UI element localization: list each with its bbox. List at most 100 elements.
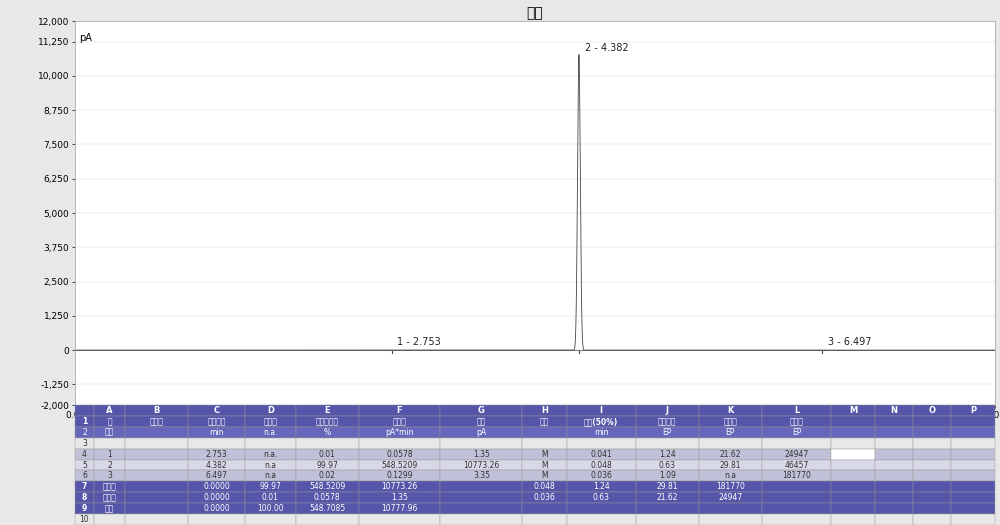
Text: EP: EP bbox=[792, 428, 801, 437]
Bar bbox=[831, 492, 875, 503]
Text: 保留时间: 保留时间 bbox=[208, 417, 226, 426]
Bar bbox=[440, 514, 522, 525]
Text: 1 - 2.753: 1 - 2.753 bbox=[397, 337, 441, 347]
Text: 0.0578: 0.0578 bbox=[314, 493, 340, 502]
Bar bbox=[875, 416, 913, 427]
Text: 峰宽(50%): 峰宽(50%) bbox=[584, 417, 618, 426]
Bar bbox=[125, 503, 188, 514]
Bar bbox=[94, 503, 125, 514]
Bar bbox=[831, 470, 875, 481]
Text: 1.35: 1.35 bbox=[391, 493, 408, 502]
Text: 不对称度: 不对称度 bbox=[658, 417, 677, 426]
Bar bbox=[699, 449, 762, 459]
Text: n.a: n.a bbox=[724, 471, 736, 480]
Text: 548.7085: 548.7085 bbox=[309, 504, 345, 513]
Bar bbox=[522, 492, 567, 503]
Text: 塔板数: 塔板数 bbox=[790, 417, 803, 426]
Bar bbox=[762, 470, 831, 481]
Text: 相对峰面积: 相对峰面积 bbox=[315, 417, 339, 426]
Text: 29.81: 29.81 bbox=[657, 482, 678, 491]
Text: 10: 10 bbox=[80, 515, 89, 524]
Bar bbox=[951, 449, 995, 459]
Text: P: P bbox=[970, 406, 976, 415]
Text: 峰: 峰 bbox=[107, 417, 112, 426]
Bar bbox=[296, 438, 359, 449]
Bar bbox=[125, 481, 188, 492]
Bar bbox=[762, 503, 831, 514]
Bar bbox=[75, 405, 94, 416]
Text: 类型: 类型 bbox=[540, 417, 549, 426]
Text: 100.00: 100.00 bbox=[257, 504, 284, 513]
Bar bbox=[951, 416, 995, 427]
Text: 0.63: 0.63 bbox=[659, 460, 676, 469]
Text: 548.5209: 548.5209 bbox=[309, 482, 345, 491]
Text: pA: pA bbox=[476, 428, 487, 437]
Bar bbox=[245, 416, 296, 427]
Text: 序号: 序号 bbox=[105, 428, 114, 437]
Text: 1: 1 bbox=[82, 417, 87, 426]
Text: 0.01: 0.01 bbox=[319, 449, 335, 459]
Bar bbox=[699, 470, 762, 481]
Text: 0.1299: 0.1299 bbox=[386, 471, 413, 480]
Text: 2.753: 2.753 bbox=[206, 449, 228, 459]
Text: 0.63: 0.63 bbox=[593, 493, 610, 502]
Bar bbox=[699, 427, 762, 438]
Text: 0.02: 0.02 bbox=[319, 471, 335, 480]
Bar bbox=[125, 492, 188, 503]
Bar bbox=[296, 416, 359, 427]
Bar bbox=[522, 405, 567, 416]
Bar bbox=[188, 427, 245, 438]
Bar bbox=[831, 503, 875, 514]
Text: 4.382: 4.382 bbox=[206, 460, 228, 469]
Text: 2: 2 bbox=[82, 428, 87, 437]
Bar bbox=[440, 438, 522, 449]
Bar bbox=[75, 492, 94, 503]
Bar bbox=[951, 438, 995, 449]
Bar bbox=[188, 459, 245, 470]
Bar bbox=[125, 416, 188, 427]
Bar bbox=[359, 514, 440, 525]
Bar bbox=[567, 514, 636, 525]
Bar bbox=[913, 514, 951, 525]
Bar bbox=[522, 481, 567, 492]
Text: H: H bbox=[541, 406, 548, 415]
Bar bbox=[567, 481, 636, 492]
Bar bbox=[636, 438, 699, 449]
Bar bbox=[359, 438, 440, 449]
Bar bbox=[359, 492, 440, 503]
Text: 0.048: 0.048 bbox=[590, 460, 612, 469]
Bar bbox=[636, 481, 699, 492]
Bar bbox=[94, 438, 125, 449]
Bar bbox=[762, 481, 831, 492]
Text: 2: 2 bbox=[107, 460, 112, 469]
Bar bbox=[913, 449, 951, 459]
Bar bbox=[951, 492, 995, 503]
Bar bbox=[125, 514, 188, 525]
Bar bbox=[636, 470, 699, 481]
Text: K: K bbox=[727, 406, 734, 415]
Bar bbox=[699, 438, 762, 449]
Bar bbox=[245, 514, 296, 525]
Text: 99.97: 99.97 bbox=[259, 482, 281, 491]
Bar bbox=[913, 470, 951, 481]
Text: 峰名称: 峰名称 bbox=[150, 417, 164, 426]
Bar bbox=[522, 438, 567, 449]
Text: 0.01: 0.01 bbox=[262, 493, 279, 502]
Bar bbox=[875, 405, 913, 416]
Bar bbox=[913, 416, 951, 427]
Bar bbox=[875, 481, 913, 492]
Bar bbox=[296, 459, 359, 470]
Bar bbox=[522, 427, 567, 438]
Text: O: O bbox=[928, 406, 935, 415]
Bar bbox=[75, 427, 94, 438]
Bar bbox=[245, 492, 296, 503]
Bar bbox=[75, 514, 94, 525]
Text: J: J bbox=[666, 406, 669, 415]
Bar bbox=[245, 449, 296, 459]
Bar bbox=[359, 405, 440, 416]
Text: D: D bbox=[267, 406, 274, 415]
Text: 1.09: 1.09 bbox=[659, 471, 676, 480]
Bar bbox=[125, 405, 188, 416]
Text: 10777.96: 10777.96 bbox=[381, 504, 418, 513]
Text: I: I bbox=[600, 406, 603, 415]
